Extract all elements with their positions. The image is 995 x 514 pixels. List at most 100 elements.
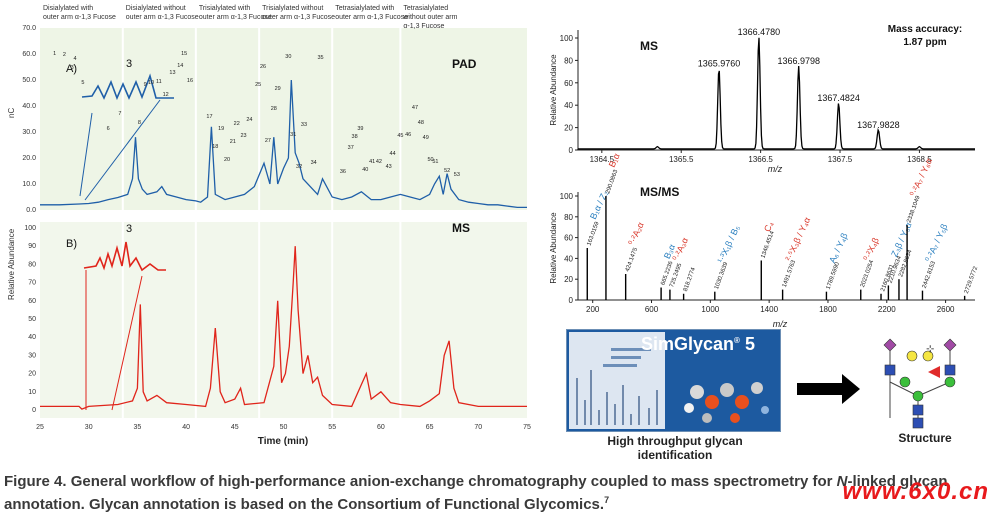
glcnac-icon <box>884 364 896 376</box>
y-tick-label: 20 <box>564 124 573 133</box>
simglycan-registered: ® <box>734 336 740 345</box>
peak-label: 41 <box>369 159 375 165</box>
x-axis-label: m/z <box>768 164 783 174</box>
ion-label: ⁰·²A₇ / Y₅β <box>923 222 949 263</box>
peak-label: 8 <box>138 120 141 126</box>
y-tick-label: 40 <box>564 101 573 110</box>
x-tick-label: 50 <box>280 424 288 431</box>
trace-label: MS <box>452 221 470 235</box>
msms-spectrum: 0 20 40 60 80 100 200 600 1000 1400 1800 2200 2600 Re… <box>549 152 979 329</box>
structure-label: Structure <box>898 431 952 445</box>
peak-label: 1367.4824 <box>817 93 860 103</box>
peak-label: 25 <box>255 82 261 88</box>
trace-label: MS <box>640 39 658 53</box>
peak-label: 1 <box>53 51 56 57</box>
watermark: www.6x0.cn <box>842 478 989 505</box>
mannose-icon <box>944 376 956 388</box>
peak-mass-label: 2023.0254 <box>860 259 876 288</box>
y-tick-label: 40 <box>28 334 36 341</box>
inset-connector <box>111 275 143 411</box>
panel-label: A) <box>66 63 77 75</box>
peak-label: 29 <box>275 86 281 92</box>
peak-label: 43 <box>386 164 392 170</box>
region-label: outer arm α-1,3 Fucose <box>199 14 272 21</box>
peak-label: 1367.9828 <box>857 120 900 130</box>
x-tick-label: 35 <box>134 424 142 431</box>
x-tick-label: 1364.5 <box>590 155 615 164</box>
y-tick-label: 0 <box>569 296 574 305</box>
peak-label: 1366.9798 <box>777 56 820 66</box>
peak-label: 3 <box>71 65 74 71</box>
region-label: Trisialylated without <box>262 5 323 12</box>
ion-label: ⁰·²A₂α <box>626 221 645 247</box>
inset-trace <box>83 241 166 272</box>
peak-label: 32 <box>296 164 302 170</box>
peak-label: 46 <box>405 132 411 138</box>
x-tick-label: 1400 <box>760 305 778 314</box>
peak-label: 7 <box>118 111 121 117</box>
simglycan-title: SimGlycan® 5 <box>641 334 755 355</box>
peak-label: 40 <box>362 167 368 173</box>
glcnac-icon <box>944 364 956 376</box>
peak-mass-label: 1789.5990 <box>826 261 842 290</box>
glcnac-icon <box>912 417 924 429</box>
high-throughput-label: High throughput glycan identification <box>607 434 743 462</box>
y-axis-label: Relative Abundance <box>549 212 558 284</box>
annotation: 1.87 ppm <box>903 37 946 48</box>
x-axis-label: m/z <box>773 319 788 329</box>
region-label: Tetrasialylated <box>403 5 448 12</box>
x-tick-label: 2200 <box>878 305 896 314</box>
y-tick-label: 60.0 <box>22 51 36 58</box>
y-tick-label: 20.0 <box>22 155 36 162</box>
y-axis-label: Relative Abundance <box>7 228 16 300</box>
y-axis-label: Relative Abundance <box>549 54 558 126</box>
x-tick-label: 1366.5 <box>748 155 773 164</box>
peak-label: 33 <box>301 122 307 128</box>
inset-label: 3 <box>126 58 132 70</box>
figure-caption: Figure 4. General workflow of high-perfo… <box>4 472 989 514</box>
peak-label: 5 <box>81 80 84 86</box>
region-label: outer arm α-1,3 Fucose <box>335 14 408 21</box>
ion-label: ⁰·²X₄β <box>862 236 881 262</box>
cursor-icon: ⊹ <box>926 344 934 355</box>
peak-label: 20 <box>224 157 230 163</box>
pad-trace <box>40 79 527 209</box>
annotation: Mass accuracy: <box>888 24 963 35</box>
x-tick-label: 2600 <box>937 305 955 314</box>
x-tick-label: 1365.5 <box>669 155 694 164</box>
y-tick-label: 10.0 <box>22 181 36 188</box>
panel-label: B) <box>66 238 77 250</box>
sialic-acid-icon <box>883 338 897 352</box>
peak-mass-label: 290.0863 <box>605 168 619 194</box>
workflow-arrow-structure: ⊹ <box>797 338 957 429</box>
x-tick-label: 200 <box>586 305 600 314</box>
glycan-bond <box>917 381 951 397</box>
peak-label: 19 <box>218 126 224 132</box>
peak-label: 12 <box>163 92 169 98</box>
y-tick-label: 100 <box>24 225 36 232</box>
x-tick-label: 75 <box>523 424 531 431</box>
region-label: α-1,3 Fucose <box>403 23 444 30</box>
glcnac-icon <box>912 404 924 416</box>
peak-label: 51 <box>432 159 438 165</box>
ion-label: ¹·³X₁β / B₅ <box>716 223 742 264</box>
x-tick-label: 600 <box>645 305 659 314</box>
peak-mass-label: 1030.3639 <box>714 261 730 290</box>
x-tick-label: 40 <box>182 424 190 431</box>
x-tick-label: 55 <box>328 424 336 431</box>
x-tick-label: 1000 <box>701 305 719 314</box>
peak-label: 24 <box>246 117 252 123</box>
peak-label: 45 <box>397 133 403 139</box>
y-tick-label: 40 <box>564 254 573 263</box>
trace-label: MS/MS <box>640 185 679 199</box>
peak-mass-label: 2338.1049 <box>906 194 922 223</box>
peak-label: 37 <box>348 145 354 151</box>
region-label: outer arm α-1,3 Fucose <box>126 14 199 21</box>
x-tick-label: 65 <box>426 424 434 431</box>
inset-connector <box>79 112 93 197</box>
trace-label: PAD <box>452 57 477 71</box>
peak-label: 47 <box>412 105 418 111</box>
inset-connector <box>84 99 161 201</box>
galactose-icon <box>922 350 934 362</box>
y-tick-label: 50 <box>28 316 36 323</box>
